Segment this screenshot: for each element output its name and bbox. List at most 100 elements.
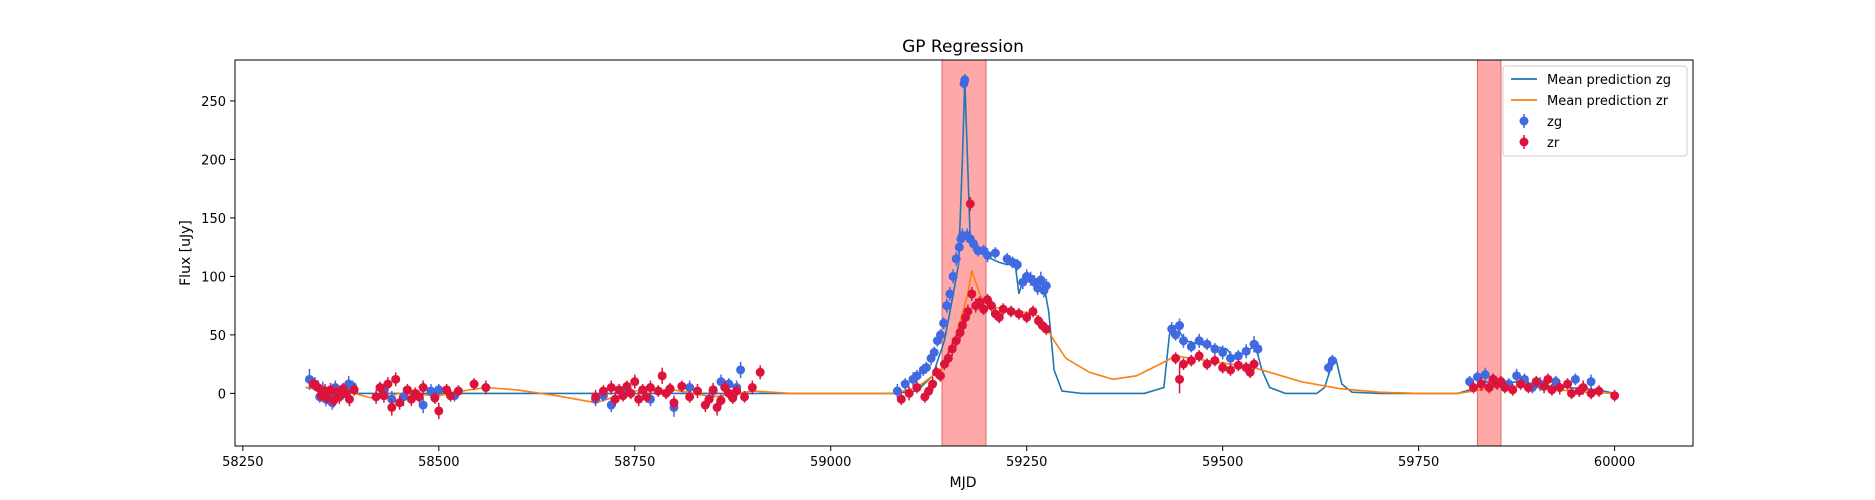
- series-zr: [308, 196, 1620, 420]
- data-point-zg: [990, 248, 1000, 258]
- data-point-zr: [434, 406, 444, 416]
- legend-label: zr: [1547, 136, 1560, 151]
- data-point-zr: [1014, 309, 1024, 319]
- data-point-zg: [1586, 377, 1596, 387]
- data-point-zr: [630, 377, 640, 387]
- data-point-zr: [716, 395, 726, 405]
- data-point-zr: [998, 304, 1008, 314]
- data-point-zr: [755, 367, 765, 377]
- data-point-zr: [912, 383, 922, 393]
- data-point-zr: [618, 391, 628, 401]
- data-point-zr: [1531, 377, 1541, 387]
- data-point-zr: [979, 304, 989, 314]
- legend-label: zg: [1547, 115, 1562, 130]
- data-point-zr: [986, 301, 996, 311]
- data-point-zr: [1476, 379, 1486, 389]
- data-point-zr: [387, 402, 397, 412]
- data-point-zr: [1186, 356, 1196, 366]
- data-point-zr: [677, 381, 687, 391]
- y-tick-label: 50: [209, 329, 226, 344]
- data-point-zr: [692, 386, 702, 396]
- data-point-zr: [669, 398, 679, 408]
- data-point-zr: [1586, 388, 1596, 398]
- data-point-zg: [1186, 342, 1196, 352]
- data-point-zr: [1563, 379, 1573, 389]
- data-point-zr: [935, 371, 945, 381]
- data-point-zr: [1567, 388, 1576, 398]
- data-point-zg: [954, 242, 964, 252]
- y-tick-label: 0: [218, 387, 226, 402]
- legend-box: [1502, 65, 1688, 157]
- data-point-zr: [740, 392, 750, 402]
- data-point-zg: [736, 365, 746, 375]
- data-point-zr: [975, 297, 985, 307]
- data-point-zr: [1508, 385, 1518, 395]
- data-point-zr: [414, 392, 424, 402]
- legend-marker-swatch: [1519, 137, 1529, 147]
- data-point-zr: [1555, 383, 1565, 393]
- data-point-zg: [1324, 363, 1333, 373]
- data-point-zg: [1472, 372, 1482, 382]
- data-point-zg: [892, 386, 902, 396]
- data-point-zg: [1210, 344, 1220, 354]
- data-point-zr: [1245, 367, 1255, 377]
- data-point-zr: [469, 379, 479, 389]
- data-point-zr: [963, 306, 973, 316]
- data-point-zr: [446, 391, 456, 401]
- y-tick-label: 200: [201, 153, 226, 168]
- data-point-zr: [928, 379, 938, 389]
- data-point-zr: [395, 398, 405, 408]
- data-point-zg: [935, 330, 945, 340]
- legend-label: Mean prediction zg: [1547, 73, 1671, 88]
- data-point-zr: [1210, 356, 1220, 366]
- legend-marker-swatch: [1519, 116, 1529, 126]
- data-point-zr: [1171, 353, 1181, 363]
- data-point-zr: [967, 289, 977, 299]
- data-point-zg: [960, 75, 970, 85]
- y-axis-label: Flux [uJy]: [178, 220, 194, 286]
- data-point-zr: [708, 385, 718, 395]
- data-point-zr: [313, 383, 323, 393]
- data-point-zr: [349, 385, 359, 395]
- data-point-zg: [1178, 336, 1188, 346]
- data-point-zg: [1194, 336, 1204, 346]
- data-point-zr: [334, 392, 344, 402]
- data-point-zr: [1610, 391, 1620, 401]
- data-point-zg: [1241, 346, 1251, 356]
- data-point-zr: [1175, 374, 1185, 384]
- data-point-zr: [606, 383, 616, 393]
- data-point-zr: [965, 199, 975, 209]
- legend: Mean prediction zg Mean prediction zr zg zr: [1502, 65, 1688, 157]
- axis-ticks: 58250 58500 58750 59000 59250 59500 59750 60000…: [201, 95, 1635, 470]
- data-point-zg: [1036, 275, 1046, 285]
- y-tick-label: 250: [201, 95, 226, 110]
- data-point-zr: [1022, 312, 1032, 322]
- data-point-zg: [900, 379, 910, 389]
- data-point-zr: [391, 374, 401, 384]
- plot-frame: [234, 59, 1694, 447]
- x-tick-label: 59750: [1398, 455, 1439, 470]
- data-point-zr: [653, 386, 663, 396]
- data-point-zr: [732, 386, 742, 396]
- data-point-zr: [896, 394, 906, 404]
- data-point-zg: [912, 371, 922, 381]
- data-point-zr: [1194, 351, 1204, 361]
- data-point-zg: [685, 383, 695, 393]
- data-point-zr: [1218, 363, 1228, 373]
- data-point-zr: [943, 353, 953, 363]
- series-zg: [304, 74, 1596, 417]
- data-point-zg: [1218, 347, 1228, 357]
- data-point-zr: [994, 312, 1004, 322]
- data-point-zr: [430, 393, 440, 403]
- data-point-zr: [622, 381, 632, 391]
- data-point-zr: [634, 394, 644, 404]
- data-point-zg: [939, 318, 949, 328]
- legend-label: Mean prediction zr: [1547, 94, 1669, 109]
- data-point-zg: [1253, 344, 1263, 354]
- data-point-zr: [371, 392, 381, 402]
- data-point-zr: [685, 392, 695, 402]
- data-point-zg: [1041, 281, 1051, 291]
- x-tick-label: 58750: [614, 455, 655, 470]
- data-point-zg: [942, 301, 952, 311]
- data-point-zr: [1543, 374, 1553, 384]
